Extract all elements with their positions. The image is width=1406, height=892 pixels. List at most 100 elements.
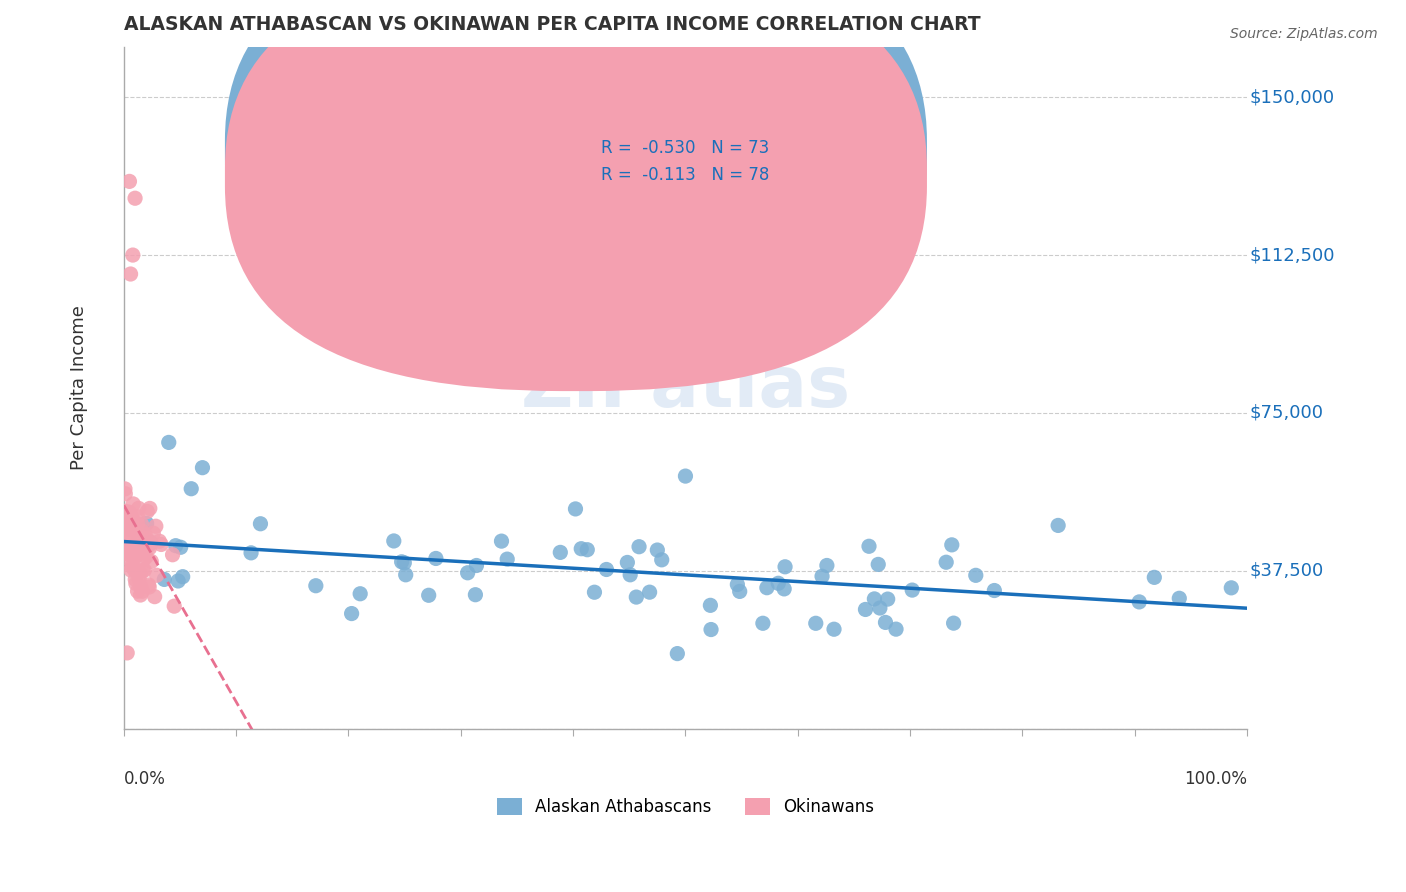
Okinawans: [125, 536, 148, 550]
Alaskan Athabascans: [240, 546, 263, 560]
Okinawans: [118, 528, 141, 542]
Alaskan Athabascans: [773, 582, 796, 596]
Alaskan Athabascans: [157, 435, 180, 450]
Alaskan Athabascans: [550, 545, 572, 559]
Alaskan Athabascans: [496, 552, 519, 566]
Text: $112,500: $112,500: [1250, 246, 1334, 264]
Alaskan Athabascans: [675, 469, 697, 483]
Okinawans: [138, 536, 160, 550]
Okinawans: [114, 504, 136, 518]
Okinawans: [122, 563, 145, 577]
Okinawans: [120, 541, 142, 555]
Alaskan Athabascans: [180, 482, 202, 496]
Okinawans: [118, 174, 141, 188]
Okinawans: [115, 512, 138, 526]
Okinawans: [134, 528, 156, 542]
Okinawans: [120, 515, 142, 529]
Text: Per Capita Income: Per Capita Income: [70, 305, 89, 470]
Okinawans: [131, 584, 153, 599]
Alaskan Athabascans: [305, 579, 328, 593]
Okinawans: [118, 552, 141, 566]
Okinawans: [138, 541, 160, 555]
Text: Source: ZipAtlas.com: Source: ZipAtlas.com: [1230, 27, 1378, 41]
Alaskan Athabascans: [564, 502, 586, 516]
Okinawans: [120, 563, 142, 577]
Okinawans: [134, 563, 156, 577]
Text: $37,500: $37,500: [1250, 562, 1323, 580]
Alaskan Athabascans: [349, 587, 371, 601]
Legend: Alaskan Athabascans, Okinawans: Alaskan Athabascans, Okinawans: [491, 791, 880, 823]
Alaskan Athabascans: [941, 538, 963, 552]
Alaskan Athabascans: [457, 566, 479, 580]
Okinawans: [115, 543, 138, 558]
Text: ALASKAN ATHABASCAN VS OKINAWAN PER CAPITA INCOME CORRELATION CHART: ALASKAN ATHABASCAN VS OKINAWAN PER CAPIT…: [124, 15, 980, 34]
Okinawans: [138, 538, 160, 552]
Okinawans: [122, 550, 145, 565]
Alaskan Athabascans: [884, 622, 907, 636]
Alaskan Athabascans: [1128, 595, 1150, 609]
Okinawans: [117, 522, 139, 536]
Alaskan Athabascans: [583, 585, 606, 599]
FancyBboxPatch shape: [225, 0, 927, 391]
Alaskan Athabascans: [418, 588, 440, 602]
Okinawans: [114, 487, 136, 501]
Alaskan Athabascans: [700, 623, 723, 637]
Alaskan Athabascans: [666, 647, 689, 661]
Alaskan Athabascans: [628, 540, 651, 554]
Alaskan Athabascans: [983, 583, 1005, 598]
Alaskan Athabascans: [165, 539, 187, 553]
Alaskan Athabascans: [619, 567, 641, 582]
Okinawans: [124, 572, 146, 586]
Okinawans: [162, 548, 184, 562]
Alaskan Athabascans: [626, 590, 648, 604]
Alaskan Athabascans: [394, 556, 416, 570]
Alaskan Athabascans: [595, 562, 617, 576]
Okinawans: [114, 514, 136, 528]
Okinawans: [127, 584, 149, 599]
Okinawans: [120, 267, 142, 281]
Okinawans: [118, 505, 141, 519]
Alaskan Athabascans: [172, 570, 194, 584]
Alaskan Athabascans: [699, 599, 721, 613]
Alaskan Athabascans: [135, 516, 157, 531]
Okinawans: [124, 546, 146, 560]
Okinawans: [115, 514, 138, 528]
Okinawans: [121, 559, 143, 574]
Okinawans: [128, 572, 150, 586]
Alaskan Athabascans: [869, 601, 891, 615]
Alaskan Athabascans: [863, 591, 886, 606]
Okinawans: [136, 504, 159, 518]
Alaskan Athabascans: [876, 592, 898, 607]
Alaskan Athabascans: [425, 551, 447, 566]
Okinawans: [124, 191, 146, 205]
Okinawans: [124, 523, 146, 537]
Okinawans: [118, 548, 141, 562]
Alaskan Athabascans: [167, 574, 190, 588]
Okinawans: [142, 526, 165, 541]
Okinawans: [125, 576, 148, 591]
Okinawans: [125, 563, 148, 577]
Alaskan Athabascans: [382, 533, 405, 548]
Text: ZIPatlas: ZIPatlas: [520, 353, 851, 422]
Alaskan Athabascans: [1168, 591, 1191, 606]
Okinawans: [115, 646, 138, 660]
Alaskan Athabascans: [249, 516, 271, 531]
Text: R =  -0.530   N = 73: R = -0.530 N = 73: [602, 138, 769, 157]
Alaskan Athabascans: [858, 539, 880, 553]
Text: $75,000: $75,000: [1250, 404, 1323, 422]
Alaskan Athabascans: [340, 607, 363, 621]
Alaskan Athabascans: [576, 542, 599, 557]
Okinawans: [134, 540, 156, 554]
Alaskan Athabascans: [569, 541, 592, 556]
Okinawans: [121, 248, 143, 262]
Okinawans: [129, 530, 152, 544]
Alaskan Athabascans: [1047, 518, 1070, 533]
Text: $150,000: $150,000: [1250, 88, 1334, 106]
Alaskan Athabascans: [153, 573, 176, 587]
Text: R =  -0.113   N = 78: R = -0.113 N = 78: [602, 166, 769, 184]
Okinawans: [145, 568, 167, 582]
Okinawans: [118, 517, 141, 532]
Okinawans: [120, 507, 142, 521]
FancyBboxPatch shape: [540, 121, 842, 203]
Alaskan Athabascans: [875, 615, 897, 630]
